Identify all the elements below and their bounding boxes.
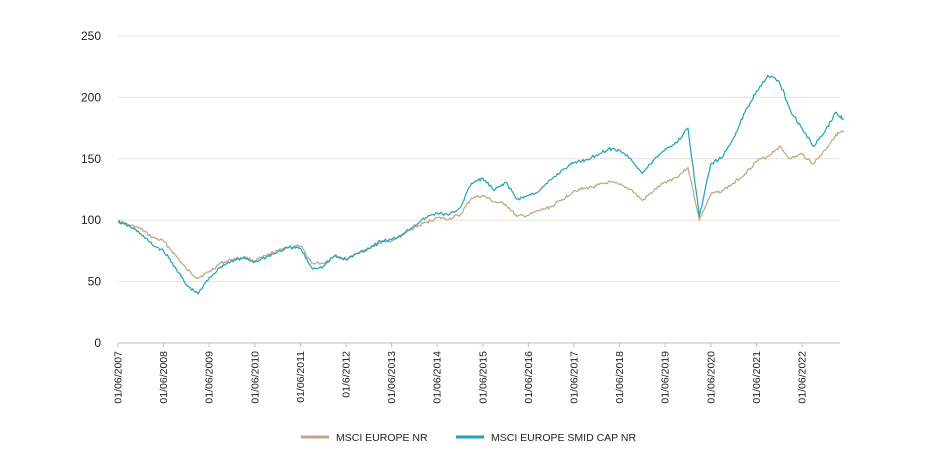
y-tick-label-250: 250 xyxy=(81,29,101,43)
y-tick-label-150: 150 xyxy=(81,152,101,166)
y-tick-label-100: 100 xyxy=(81,213,101,227)
x-tick-label: 01/06/2020 xyxy=(705,351,717,404)
x-tick-label: 01/06/2017 xyxy=(569,351,581,404)
x-tick-label: 01/06/2010 xyxy=(249,351,261,404)
legend-label-1: MSCI EUROPE NR xyxy=(336,432,428,444)
legend: MSCI EUROPE NR MSCI EUROPE SMID CAP NR xyxy=(301,432,636,444)
x-tick-label: 01/06/2011 xyxy=(295,351,307,403)
legend-label-2: MSCI EUROPE SMID CAP NR xyxy=(491,432,636,444)
x-tick-label: 01/06/2009 xyxy=(204,351,216,404)
x-tick-label: 01/06/2013 xyxy=(386,351,398,404)
y-tick-label-50: 50 xyxy=(88,275,102,289)
x-tick-label: 01/06/2014 xyxy=(432,351,444,404)
x-tick-label: 01/06/2008 xyxy=(158,351,170,404)
x-tick-label: 01/06/2018 xyxy=(614,351,626,404)
y-tick-label-0: 0 xyxy=(94,336,101,350)
series-line-1 xyxy=(117,130,845,279)
x-tick-label: 01/6/2012 xyxy=(341,351,353,398)
x-tick-label: 01/06/2007 xyxy=(113,351,125,404)
x-tick-label: 01/06/2019 xyxy=(660,351,672,404)
series-lines xyxy=(117,74,845,295)
x-tick-label: 01/06/2022 xyxy=(797,351,809,404)
x-tick-label: 01/06/2021 xyxy=(751,351,763,404)
x-tick-label: 01/06/2016 xyxy=(523,351,535,404)
y-tick-label-200: 200 xyxy=(81,90,101,104)
y-axis: 0 50 100 150 200 250 xyxy=(81,29,101,350)
x-axis: 01/06/2007 01/06/2008 01/06/2009 01/06/2010… xyxy=(113,343,809,404)
series-line-2 xyxy=(117,74,845,295)
gridlines xyxy=(118,35,840,344)
x-tick-label: 01/06/2015 xyxy=(477,351,489,404)
